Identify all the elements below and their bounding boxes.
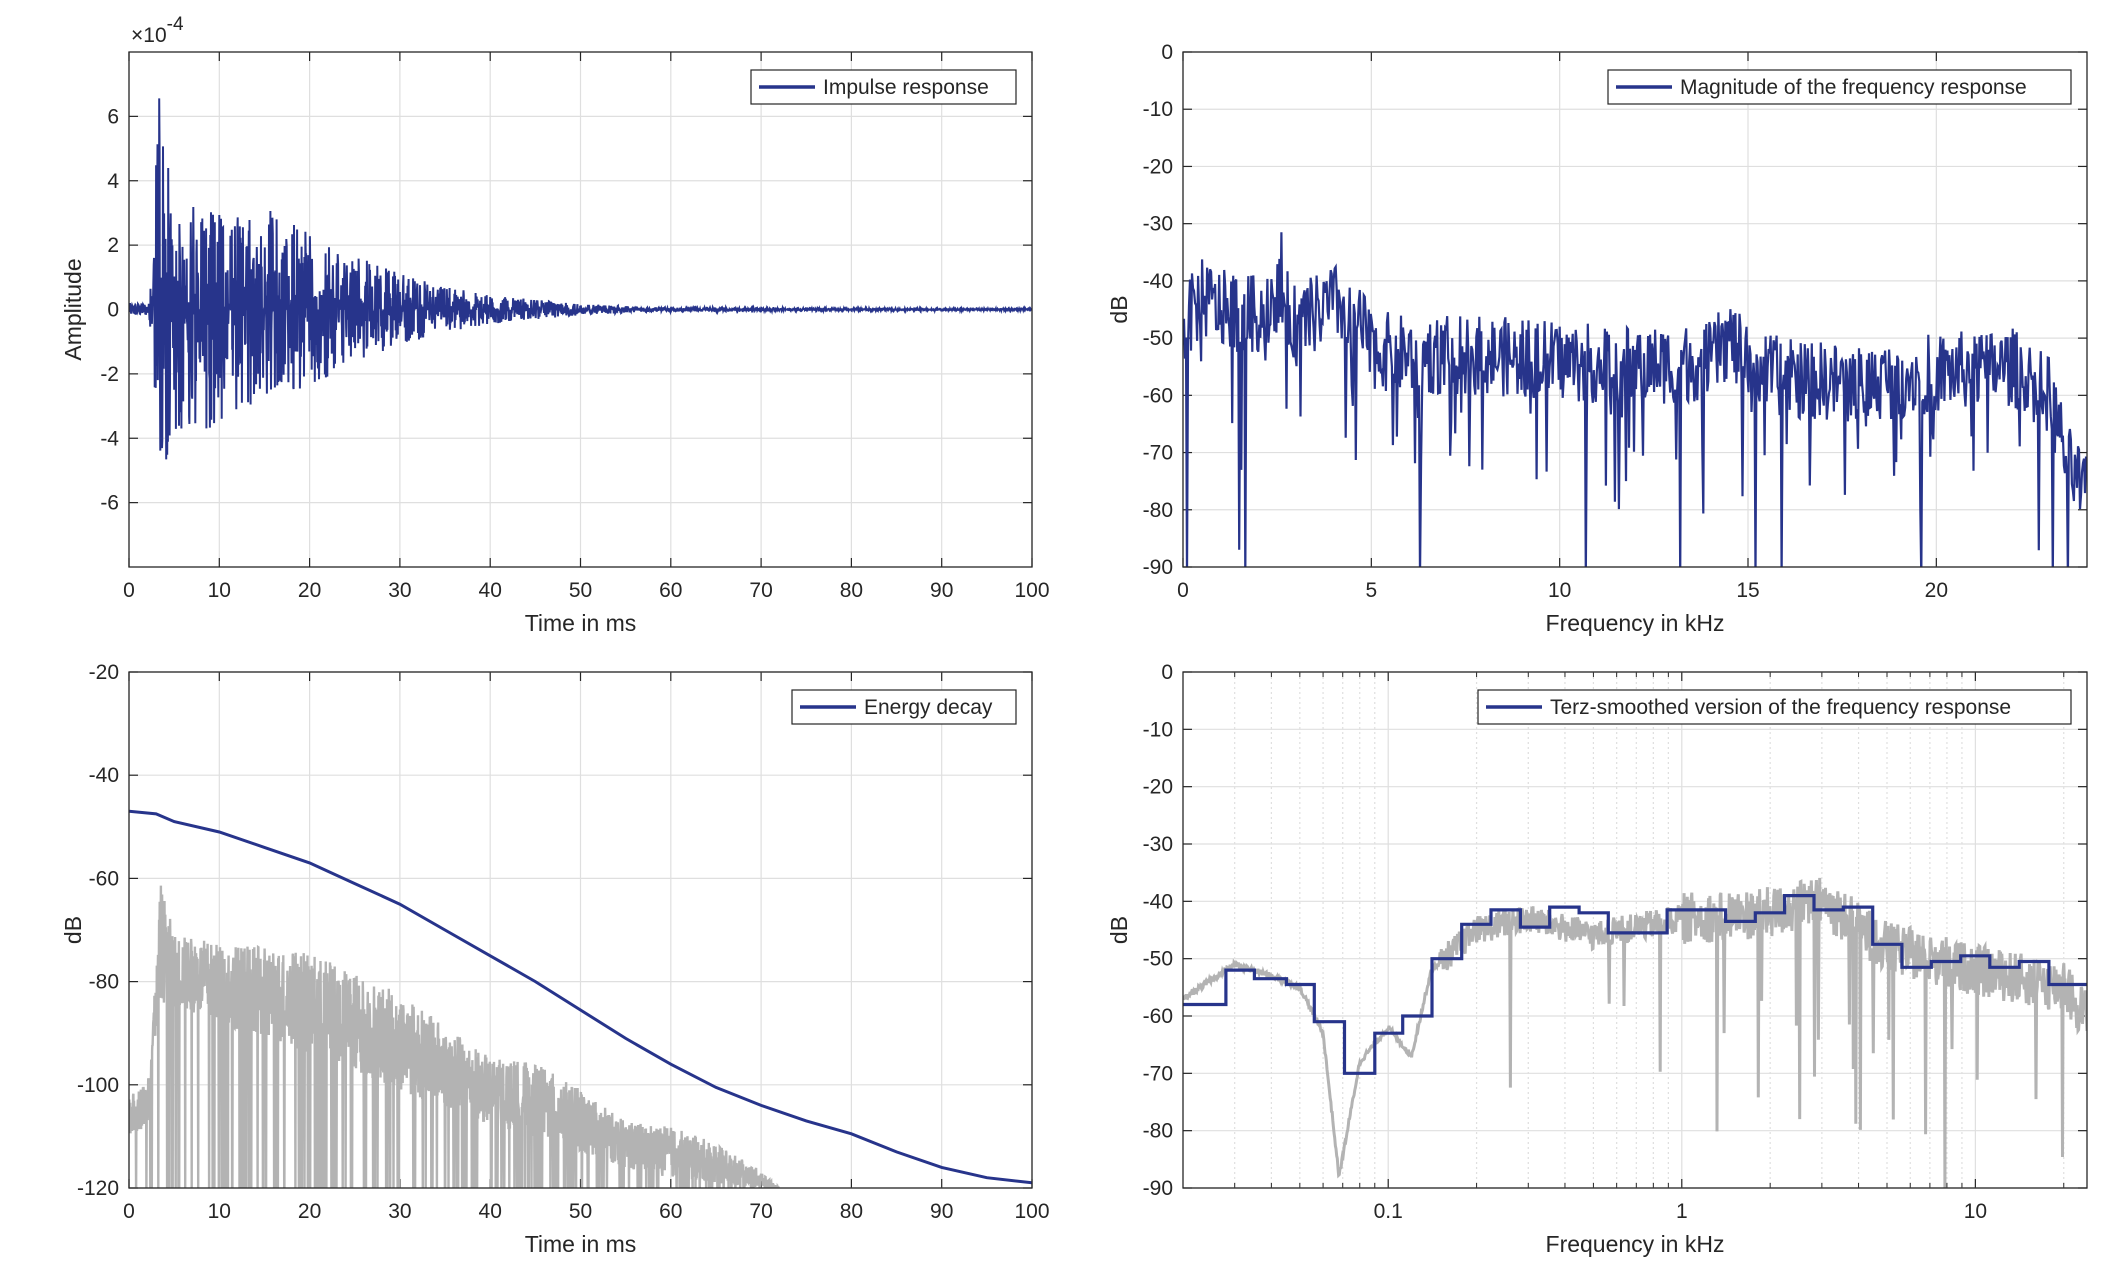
y-tick-label: -20 [89, 661, 119, 684]
x-tick-label: 70 [749, 579, 772, 602]
y-tick-label: -10 [1143, 718, 1173, 741]
x-tick-label: 60 [659, 1200, 682, 1223]
y-tick-label: -40 [1143, 270, 1173, 293]
x-tick-label: 5 [1365, 579, 1377, 602]
legend-label: Energy decay [864, 696, 993, 719]
y-tick-label: -90 [1143, 1177, 1173, 1200]
x-tick-label: 20 [1925, 579, 1948, 602]
series-line-instantaneous-energy [129, 885, 780, 1188]
x-tick-label: 50 [569, 1200, 592, 1223]
x-axis-label: Frequency in kHz [1546, 1231, 1725, 1257]
y-tick-label: 4 [107, 170, 119, 193]
legend-label: Terz-smoothed version of the frequency r… [1550, 696, 2011, 719]
axes-terz: 0.1 1 10 -90 -80 -70 -60 -50 -40 -30 -20 -10 0 Freque… [1106, 661, 2087, 1257]
x-tick-label: 20 [298, 579, 321, 602]
x-tick-label: 100 [1014, 579, 1049, 602]
y-axis-label: dB [60, 916, 86, 944]
y-tick-label: -6 [100, 492, 119, 515]
x-tick-label: 20 [298, 1200, 321, 1223]
x-tick-label: 40 [479, 579, 502, 602]
x-tick-label: 100 [1014, 1200, 1049, 1223]
legend-box [1607, 69, 2072, 105]
x-tick-label: 0 [123, 579, 135, 602]
y-tick-label: 0 [107, 299, 119, 322]
y-tick-label: -20 [1143, 776, 1173, 799]
x-tick-label: 1 [1676, 1200, 1688, 1223]
legend-label: Magnitude of the frequency response [1680, 76, 2027, 99]
y-tick-label: -60 [1143, 1005, 1173, 1028]
x-tick-label: 10 [1548, 579, 1571, 602]
y-tick-label: -40 [1143, 890, 1173, 913]
x-axis-label: Time in ms [525, 1231, 637, 1257]
x-tick-label: 15 [1736, 579, 1759, 602]
x-tick-label: 0 [123, 1200, 135, 1223]
x-tick-label: 30 [388, 579, 411, 602]
series-line-terz-smoothed [1183, 894, 2087, 1075]
legend-box [1477, 689, 2072, 725]
y-tick-label: -50 [1143, 327, 1173, 350]
y-axis-label: Amplitude [60, 258, 86, 360]
y-tick-label: -120 [77, 1177, 119, 1200]
legend-label: Impulse response [823, 76, 989, 99]
y-tick-label: -90 [1143, 556, 1173, 579]
x-tick-label: 90 [930, 1200, 953, 1223]
x-tick-label: 60 [659, 579, 682, 602]
y-exponent-label: ×10-4 [131, 14, 184, 47]
x-tick-label: 70 [749, 1200, 772, 1223]
y-tick-label: -30 [1143, 833, 1173, 856]
series-line-magnitude [1183, 232, 2087, 567]
y-axis-label: dB [1106, 916, 1132, 944]
y-tick-label: -80 [1143, 1120, 1173, 1143]
y-tick-label: -100 [77, 1074, 119, 1097]
y-tick-label: 6 [107, 105, 119, 128]
x-tick-label: 30 [388, 1200, 411, 1223]
x-tick-label: 80 [840, 1200, 863, 1223]
y-tick-label: -80 [89, 971, 119, 994]
x-axis-label: Time in ms [525, 610, 637, 636]
y-tick-label: -70 [1143, 1062, 1173, 1085]
y-tick-label: 2 [107, 234, 119, 257]
series-line-impulse-response [129, 98, 1032, 460]
x-tick-label: 10 [1964, 1200, 1987, 1223]
y-tick-label: -10 [1143, 98, 1173, 121]
y-tick-label: 0 [1161, 41, 1173, 64]
x-tick-label: 10 [208, 579, 231, 602]
y-tick-label: -50 [1143, 948, 1173, 971]
y-exponent-value: -4 [167, 14, 184, 35]
x-tick-label: 50 [569, 579, 592, 602]
x-tick-label: 0.1 [1374, 1200, 1403, 1223]
legend: Magnitude of the frequency response [1607, 69, 2072, 105]
y-tick-label: -60 [89, 867, 119, 890]
x-tick-label: 40 [479, 1200, 502, 1223]
legend: Impulse response [750, 69, 1017, 105]
x-tick-label: 90 [930, 579, 953, 602]
y-tick-label: -80 [1143, 499, 1173, 522]
x-tick-label: 10 [208, 1200, 231, 1223]
y-axis-label: dB [1106, 295, 1132, 323]
y-tick-label: -40 [89, 764, 119, 787]
y-tick-label: -4 [100, 427, 119, 450]
axes-frame [1182, 51, 2088, 568]
y-tick-label: -2 [100, 363, 119, 386]
legend: Terz-smoothed version of the frequency r… [1477, 689, 2072, 725]
y-tick-label: -70 [1143, 442, 1173, 465]
series-line-energy-decay [129, 809, 1032, 1185]
axes-frame [128, 51, 1033, 568]
x-tick-label: 80 [840, 579, 863, 602]
legend: Energy decay [791, 689, 1017, 725]
axes-frame [1182, 671, 2088, 1189]
x-axis-label: Frequency in kHz [1546, 610, 1725, 636]
y-tick-label: 0 [1161, 661, 1173, 684]
y-tick-label: -20 [1143, 155, 1173, 178]
y-tick-label: -60 [1143, 384, 1173, 407]
y-tick-label: -30 [1143, 213, 1173, 236]
x-tick-label: 0 [1177, 579, 1189, 602]
axes-frame [128, 671, 1033, 1189]
y-exponent-base: ×10 [131, 24, 167, 47]
